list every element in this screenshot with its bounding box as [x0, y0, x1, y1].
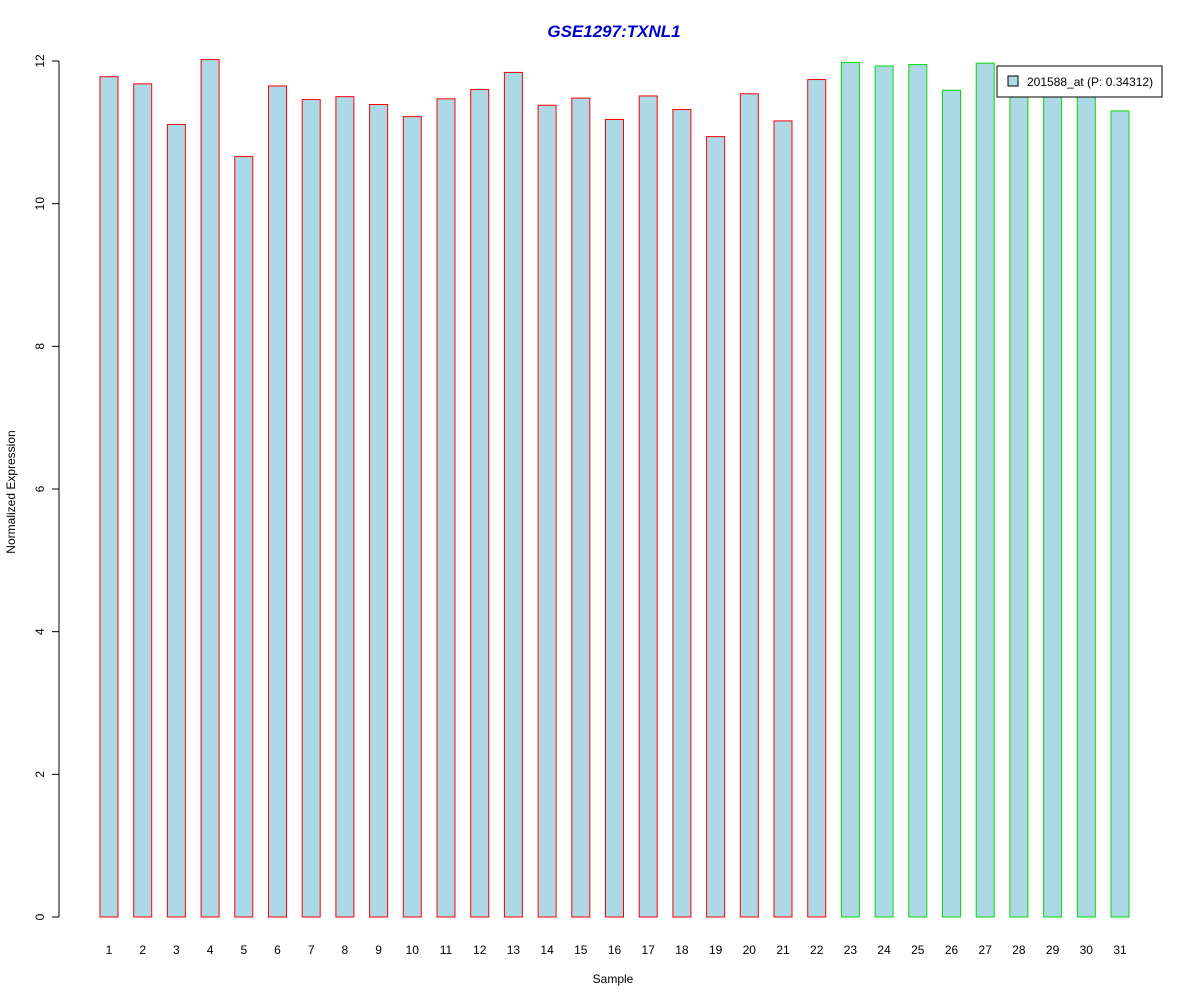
x-tick-label: 21 [776, 943, 790, 957]
bar-sample-26 [942, 89, 961, 918]
x-tick-label: 17 [642, 943, 656, 957]
x-tick-label: 3 [173, 943, 180, 957]
bar-sample-9 [369, 104, 389, 918]
bar-sample-5 [234, 156, 254, 918]
x-tick-label: 31 [1113, 943, 1127, 957]
bar-sample-8 [335, 96, 355, 918]
bar-sample-6 [268, 85, 287, 918]
x-tick-label: 26 [945, 943, 959, 957]
bar-sample-27 [975, 62, 995, 918]
x-tick-label: 15 [574, 943, 588, 957]
bar-sample-4 [200, 59, 220, 918]
bar-sample-15 [571, 97, 591, 918]
x-axis-label: Sample [593, 972, 634, 986]
bar-sample-16 [605, 118, 624, 918]
x-tick-label: 2 [139, 943, 146, 957]
x-tick-label: 27 [979, 943, 993, 957]
bar-sample-14 [537, 104, 557, 918]
bar-sample-18 [672, 109, 692, 918]
bar-sample-25 [908, 64, 928, 918]
x-tick-label: 7 [308, 943, 315, 957]
x-tick-label: 1 [106, 943, 113, 957]
bars [99, 59, 1130, 918]
legend-label: 201588_at (P: 0.34312) [1027, 75, 1153, 89]
bar-sample-12 [470, 89, 490, 918]
y-axis: 0 2 4 6 8 10 12 [33, 54, 60, 920]
bar-sample-11 [436, 98, 456, 918]
x-tick-label: 23 [844, 943, 858, 957]
bar-sample-30 [1076, 90, 1096, 918]
y-tick-label: 0 [33, 913, 47, 920]
bar-sample-7 [301, 99, 321, 918]
bar-sample-10 [402, 116, 422, 918]
x-tick-label: 4 [207, 943, 214, 957]
x-tick-label: 10 [406, 943, 420, 957]
x-tick-label: 5 [240, 943, 247, 957]
bar-sample-31 [1110, 110, 1130, 918]
bar-sample-2 [133, 83, 153, 918]
x-tick-label: 8 [342, 943, 349, 957]
x-tick-label: 13 [507, 943, 521, 957]
legend-box [996, 65, 1163, 98]
bar-sample-22 [807, 79, 827, 918]
x-tick-label: 6 [274, 943, 281, 957]
x-tick-label: 12 [473, 943, 487, 957]
bar-sample-28 [1009, 76, 1029, 918]
bar-sample-1 [99, 76, 119, 918]
bar-sample-23 [840, 61, 860, 918]
legend-swatch [1007, 75, 1019, 87]
chart-title: GSE1297:TXNL1 [547, 22, 680, 41]
bar-sample-24 [874, 65, 894, 918]
y-axis-label: Normalized Expression [4, 430, 18, 553]
y-tick-label: 8 [33, 343, 47, 350]
bar-sample-29 [1043, 83, 1063, 918]
x-tick-label: 11 [440, 943, 453, 957]
bar-sample-20 [739, 93, 759, 918]
y-tick-label: 4 [33, 628, 47, 635]
bar-sample-21 [773, 120, 793, 918]
legend: 201588_at (P: 0.34312) [996, 65, 1163, 98]
x-tick-label: 18 [675, 943, 689, 957]
x-tick-label: 30 [1080, 943, 1094, 957]
y-tick-label: 12 [33, 54, 47, 68]
x-tick-label: 9 [375, 943, 382, 957]
x-tick-label: 29 [1046, 943, 1060, 957]
x-tick-label: 14 [540, 943, 554, 957]
x-tick-label: 16 [608, 943, 622, 957]
x-tick-labels: 1 2 3 4 5 6 7 8 9 10 11 12 13 14 15 16 17 18 19 20 21 22 23 24 2… [106, 943, 1127, 957]
x-tick-label: 24 [877, 943, 891, 957]
x-tick-label: 25 [911, 943, 925, 957]
x-tick-label: 22 [810, 943, 824, 957]
bar-sample-19 [706, 136, 726, 918]
x-tick-label: 28 [1012, 943, 1026, 957]
bar-sample-3 [166, 123, 186, 918]
x-tick-label: 19 [709, 943, 723, 957]
y-tick-label: 6 [33, 485, 47, 492]
y-tick-label: 2 [33, 771, 47, 778]
bar-sample-17 [638, 95, 658, 918]
x-tick-label: 20 [743, 943, 757, 957]
y-tick-label: 10 [33, 197, 47, 211]
bar-sample-13 [503, 71, 523, 918]
